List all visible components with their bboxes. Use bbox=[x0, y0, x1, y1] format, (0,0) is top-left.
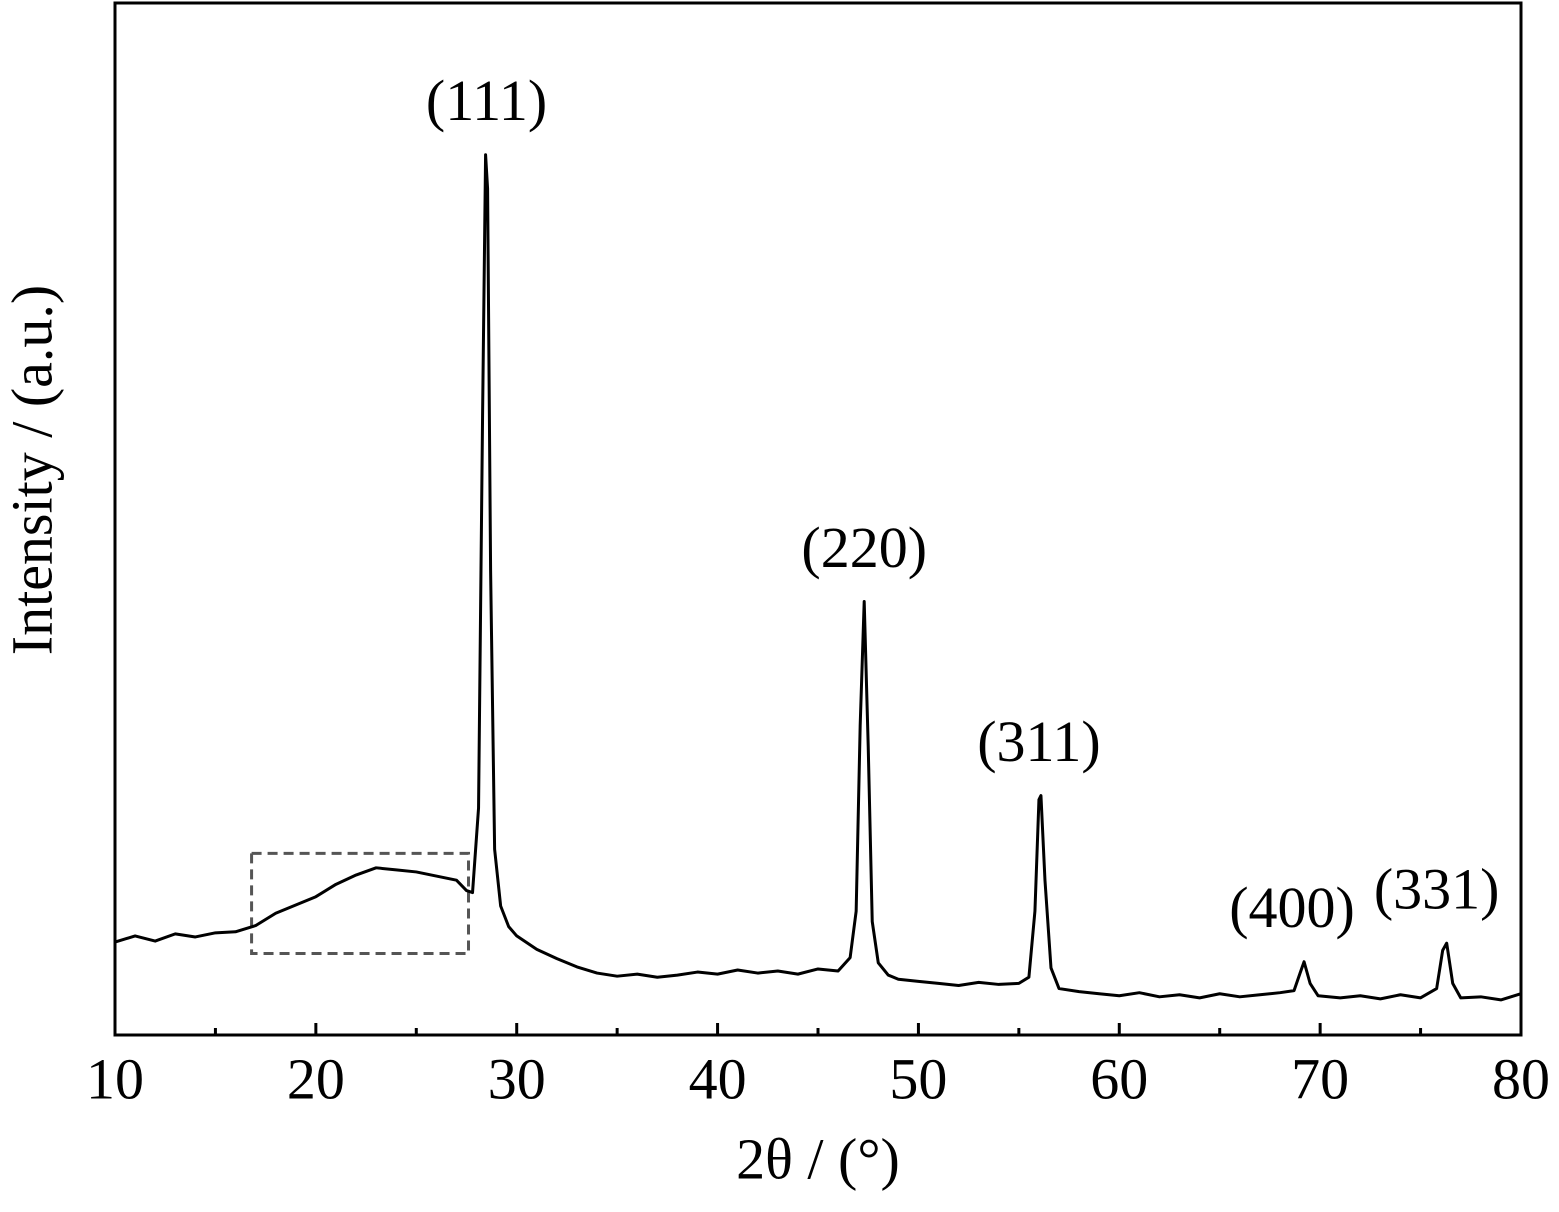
peak-label: (220) bbox=[801, 515, 927, 580]
data-line bbox=[114, 153, 1522, 1002]
peak-label: (400) bbox=[1229, 875, 1355, 940]
peak-label: (331) bbox=[1374, 856, 1500, 921]
x-tick-label: 30 bbox=[488, 1046, 546, 1111]
x-tick-label: 20 bbox=[287, 1046, 345, 1111]
x-tick-label: 10 bbox=[86, 1046, 144, 1111]
x-tick-label: 80 bbox=[1492, 1046, 1550, 1111]
peak-label: (111) bbox=[426, 68, 547, 133]
x-tick-label: 50 bbox=[889, 1046, 947, 1111]
y-axis-label: Intensity / (a.u.) bbox=[0, 285, 64, 655]
x-axis-label: 2θ / (°) bbox=[736, 1126, 900, 1191]
peak-label: (311) bbox=[977, 709, 1100, 774]
x-tick-label: 40 bbox=[689, 1046, 747, 1111]
x-tick-label: 70 bbox=[1291, 1046, 1349, 1111]
x-tick-label: 60 bbox=[1090, 1046, 1148, 1111]
highlight-box bbox=[250, 851, 471, 955]
